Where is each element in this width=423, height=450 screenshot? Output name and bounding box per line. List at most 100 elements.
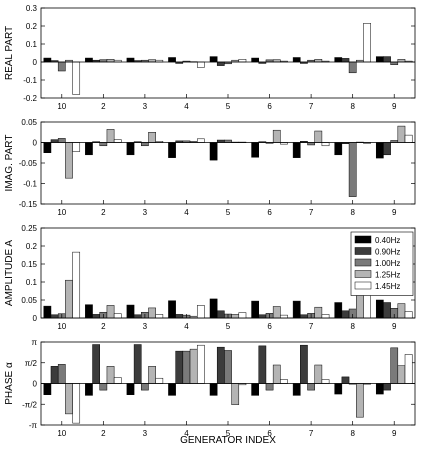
bar: [209, 56, 218, 63]
bar: [251, 300, 260, 319]
bar: [43, 305, 52, 319]
bar: [175, 314, 184, 319]
bar: [404, 134, 413, 143]
bar: [397, 59, 406, 63]
legend-label: 1.00Hz: [375, 259, 400, 268]
bar: [85, 142, 93, 156]
bar: [383, 56, 391, 63]
bar: [363, 23, 371, 63]
bar: [168, 57, 176, 63]
x-tick-label: 7: [309, 322, 314, 331]
y-tick-label: 0.05: [21, 296, 37, 305]
bar: [292, 57, 301, 63]
bar: [348, 61, 357, 74]
bar: [196, 305, 205, 319]
bar: [300, 314, 308, 319]
x-tick-label: 9: [392, 208, 397, 217]
x-tick-label: 8: [350, 208, 355, 217]
bar: [126, 57, 135, 63]
bar: [72, 383, 81, 424]
legend-label: 0.40Hz: [375, 236, 400, 245]
bar: [341, 376, 350, 384]
bar: [258, 345, 267, 384]
panel-4: -π -π/2 0 π/2 π PHASE α 10 2 3 4 5 6 7 8 9: [4, 338, 416, 438]
bar: [189, 348, 198, 384]
x-tick-label: 10: [57, 208, 66, 217]
bar: [99, 142, 108, 147]
bar: [50, 139, 59, 143]
bar: [106, 305, 115, 319]
bar: [168, 142, 176, 158]
bar: [292, 383, 301, 396]
x-tick-label: 2: [101, 429, 106, 438]
bar: [321, 314, 330, 319]
bar: [321, 142, 330, 147]
bar: [321, 379, 330, 384]
bar: [85, 383, 93, 396]
bar: [99, 383, 108, 391]
bar: [141, 142, 149, 147]
bar: [85, 57, 93, 63]
y-axis-label: AMPLITUDE A: [4, 240, 15, 306]
legend-swatch: [354, 270, 372, 278]
x-tick-label: 10: [57, 429, 66, 438]
bar: [57, 364, 66, 384]
bar: [383, 383, 391, 391]
bar: [397, 125, 406, 143]
bar: [356, 383, 364, 418]
y-tick-label: π/2: [25, 359, 38, 368]
bar: [65, 279, 73, 319]
bar: [251, 57, 260, 63]
bar: [216, 346, 225, 384]
bar: [72, 251, 81, 319]
y-tick-label: 0.1: [26, 40, 38, 49]
bar: [292, 300, 301, 319]
bar: [196, 61, 205, 68]
x-tick-label: 5: [226, 102, 231, 111]
bar: [307, 383, 315, 391]
y-axis-label: REAL PART: [4, 26, 15, 80]
x-tick-label: 6: [267, 429, 272, 438]
plot-frame: [40, 121, 416, 205]
bar: [280, 379, 288, 384]
bar: [348, 142, 357, 197]
bar: [334, 302, 343, 319]
bar: [209, 383, 218, 396]
panel-3: 0 0.05 0.1 0.15 0.2 0.25 AMPLITUDE A 10 2 3 4 5 6 7 8 9…: [4, 224, 416, 331]
x-tick-label: 7: [309, 208, 314, 217]
bar: [300, 344, 308, 384]
bar: [231, 383, 240, 405]
y-axis-label: PHASE α: [4, 362, 15, 405]
x-tick-label: 5: [226, 208, 231, 217]
x-tick-label: 5: [226, 322, 231, 331]
bar: [314, 59, 323, 63]
bar: [182, 350, 191, 384]
bar: [92, 344, 100, 384]
legend-swatch: [354, 281, 372, 290]
x-tick-label: 3: [143, 102, 148, 111]
bar: [43, 383, 52, 395]
bar: [292, 142, 301, 158]
y-tick-label: -0.15: [19, 200, 38, 209]
bar: [43, 142, 52, 153]
bar: [126, 383, 135, 395]
bar: [133, 344, 142, 384]
bar: [148, 132, 156, 143]
bar: [85, 304, 93, 319]
y-tick-label: 0.1: [26, 278, 38, 287]
bar: [155, 314, 164, 319]
y-tick-label: 0.15: [21, 260, 37, 269]
y-tick-label: 0: [33, 139, 38, 148]
bar: [126, 142, 135, 156]
bar: [65, 142, 73, 179]
bar: [341, 58, 350, 63]
bar: [57, 138, 66, 143]
bar: [133, 314, 142, 319]
bar: [50, 314, 59, 319]
bar: [196, 138, 205, 143]
y-tick-label: -0.05: [19, 159, 38, 168]
y-tick-label: 0.2: [26, 22, 38, 31]
bar: [314, 364, 323, 384]
x-tick-label: 7: [309, 102, 314, 111]
